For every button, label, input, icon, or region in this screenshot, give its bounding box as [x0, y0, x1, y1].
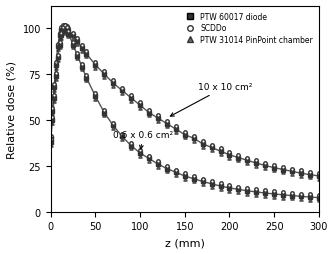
Y-axis label: Relative dose (%): Relative dose (%)	[7, 61, 17, 158]
X-axis label: z (mm): z (mm)	[165, 237, 205, 247]
Text: 10 x 10 cm²: 10 x 10 cm²	[171, 83, 253, 117]
Legend: PTW 60017 diode, SCDDo, PTW 31014 PinPoint chamber: PTW 60017 diode, SCDDo, PTW 31014 PinPoi…	[180, 11, 315, 47]
Text: 0.6 x 0.6 cm²: 0.6 x 0.6 cm²	[113, 131, 173, 149]
